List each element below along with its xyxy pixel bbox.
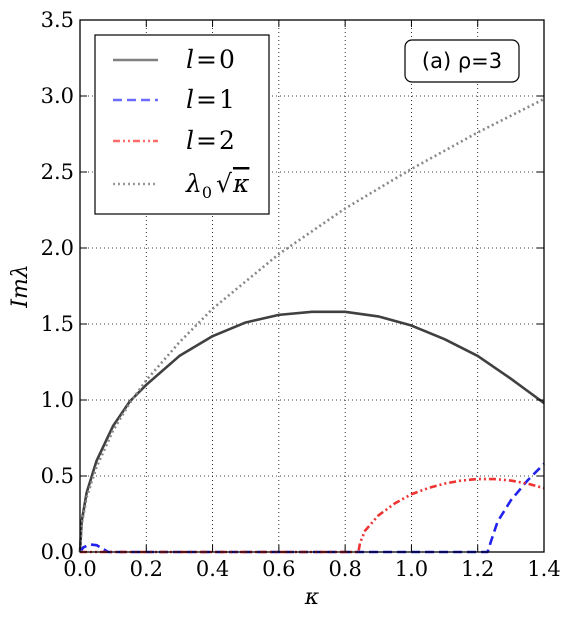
series-line-0 [78, 310, 545, 553]
x-tick-label: 0.6 [262, 557, 295, 581]
x-tick-label: 0.0 [63, 557, 96, 581]
x-tick-label: 0.2 [130, 557, 163, 581]
legend-label-l1: l=1 [186, 85, 235, 114]
series-line-3 [78, 97, 545, 553]
y-tick-label: 0.5 [41, 464, 74, 488]
y-tick-label: 1.5 [41, 312, 74, 336]
y-tick-label: 1.0 [41, 388, 74, 412]
annotation-frame [404, 39, 520, 83]
legend-swatches [113, 58, 158, 186]
x-axis-label: κ [304, 585, 320, 610]
y-tick-label: 3.5 [41, 8, 74, 32]
x-tick-label: 0.4 [196, 557, 229, 581]
legend-label-sqrt: λ0 √κ [185, 169, 250, 202]
x-tick-label: 1.2 [461, 557, 494, 581]
y-tick-label: 2.0 [41, 236, 74, 260]
legend-label-l0: l=0 [186, 45, 235, 74]
series-line-2 [80, 477, 545, 554]
annotation-box: (a) ρ=3 [404, 39, 520, 83]
y-tick-label: 0.0 [41, 540, 74, 564]
plot-frame [79, 19, 545, 553]
y-axis-label: Imλ [8, 264, 33, 309]
legend: l=0 l=1 l=2 λ0 √κ [94, 34, 270, 215]
y-tick-label: 3.0 [41, 84, 74, 108]
series-line-1 [78, 462, 545, 554]
annotation-text: (a) ρ=3 [422, 49, 502, 73]
axis-ticks: 0.0 0.2 0.4 0.6 0.8 1.0 1.2 1.4 0.0 0.5 1.0 1.5 2.0 2… [41, 8, 561, 581]
y-tick-label: 2.5 [41, 160, 74, 184]
x-tick-label: 0.8 [328, 557, 361, 581]
legend-label-l2: l=2 [186, 126, 235, 155]
x-tick-label: 1.4 [527, 557, 560, 581]
x-tick-label: 1.0 [395, 557, 428, 581]
